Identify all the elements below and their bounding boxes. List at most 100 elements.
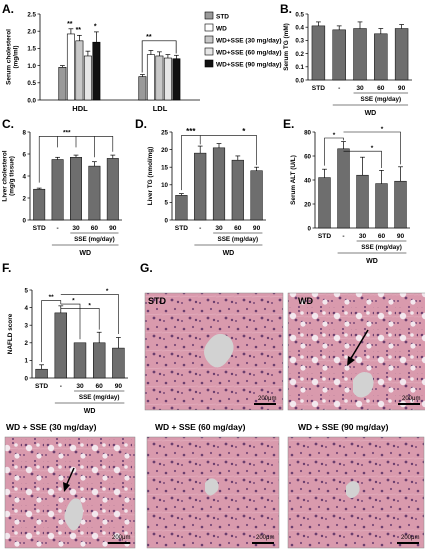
bar — [163, 57, 172, 101]
y-tick-label: 0.4 — [295, 25, 304, 32]
x-tick-label: - — [56, 225, 58, 232]
chart-d: 0 5 10 15 20 25 Liver TG (nmol/mg) STD - 30 60 90 SS… — [147, 127, 266, 257]
x-tick-label: 90 — [115, 383, 123, 390]
bar — [75, 40, 84, 101]
chart-f: 0 1 2 3 4 5 NAFLD score STD - 30 60 90 SSE (mg/day) W… — [7, 287, 128, 415]
y-tick-label: 0.3 — [295, 38, 304, 45]
charts-layer: 0.0 0.5 1.0 1.5 2.0 2.5 Serum cholesterol (mg/m… — [2, 11, 412, 415]
legend-swatch — [204, 59, 214, 68]
y-tick-label: 0.1 — [295, 64, 304, 71]
bar — [58, 67, 67, 101]
significance-mark: * — [72, 298, 75, 305]
x-tick-label: 60 — [234, 225, 242, 232]
y-tick-label: 0 — [25, 375, 29, 382]
micrograph-wd: WD 200μm — [287, 292, 425, 411]
micrograph-sse90: WD + SSE (90 mg/day) 200μm — [287, 422, 425, 549]
scale-label-sse30: 200μm — [112, 535, 130, 541]
significance-mark: * — [88, 302, 91, 309]
y-tick-label: 5 — [25, 287, 29, 294]
significance-bracket — [60, 294, 119, 334]
y-axis-label: Serum TG (mM) — [283, 23, 290, 71]
bar — [250, 170, 263, 221]
x-tick-label: 30 — [215, 225, 223, 232]
bar — [88, 165, 101, 221]
y-axis-label: (mg/g tissue) — [9, 156, 16, 196]
group-label: WD — [365, 110, 377, 117]
micrograph-std: STD 200μm — [144, 292, 284, 411]
chart-c: 0 2 4 6 8 Liver cholesterol (mg/g tissue) STD - 3… — [2, 129, 122, 257]
y-tick-label: 0.0 — [295, 77, 304, 84]
x-tick-label: STD — [175, 225, 188, 232]
panel-label-f: F. — [2, 261, 11, 275]
x-tick-label: 30 — [359, 233, 367, 240]
significance-bracket — [343, 150, 382, 168]
bar — [92, 342, 106, 379]
chart-e: 0 20 40 60 80 Serum ALT (U/L) STD - 30 60 90 SSE (m… — [290, 126, 410, 265]
x-tick-label: - — [338, 85, 340, 92]
y-axis-label: (mg/ml) — [13, 45, 20, 68]
significance-mark: * — [106, 288, 109, 295]
group-label: WD — [223, 250, 235, 257]
x-tick-label: 30 — [76, 383, 84, 390]
bar — [83, 55, 92, 101]
panel-label-e: E. — [283, 117, 294, 131]
bar — [112, 347, 125, 379]
y-tick-label: 15 — [161, 165, 168, 172]
micrograph-sse60: WD + SSE (60 mg/day) 200μm — [146, 422, 280, 549]
y-tick-label: 0.5 — [295, 11, 304, 18]
bar — [194, 152, 207, 221]
significance-bracket — [324, 137, 344, 166]
scale-label-sse60: 200μm — [256, 535, 274, 541]
central-vein-icon — [353, 372, 374, 398]
micrograph-title-std: STD — [148, 296, 167, 306]
y-axis-label: Serum cholesterol — [6, 29, 13, 85]
x-tick-label: LDL — [153, 104, 168, 113]
x-tick-label: - — [342, 233, 344, 240]
x-tick-label: 30 — [356, 85, 364, 92]
scale-label-wd: 200μm — [402, 396, 420, 402]
bar — [138, 76, 147, 101]
scale-label-sse90: 200μm — [401, 535, 419, 541]
x-tick-label: 90 — [398, 85, 406, 92]
bar — [231, 159, 244, 221]
bar — [353, 28, 367, 81]
bar — [66, 33, 75, 101]
central-vein-icon — [205, 478, 219, 496]
y-tick-label: 1.5 — [27, 46, 36, 53]
y-tick-label: 80 — [304, 129, 311, 136]
bar — [33, 188, 46, 221]
x-tick-label: HDL — [72, 104, 88, 113]
x-tick-label: 60 — [377, 85, 385, 92]
y-tick-label: 2.0 — [27, 29, 36, 36]
bar — [155, 55, 164, 101]
central-vein-icon — [204, 333, 234, 368]
x-tick-label: STD — [35, 383, 48, 390]
y-tick-label: 6 — [23, 151, 27, 158]
significance-bracket — [60, 303, 81, 340]
micrograph-title-wd: WD — [298, 296, 313, 306]
legend-swatch — [204, 35, 214, 44]
x-tick-label: STD — [318, 233, 331, 240]
significance-mark: *** — [63, 129, 71, 136]
x-axis-label: SSE (mg/day) — [361, 96, 402, 103]
x-tick-label: STD — [312, 85, 325, 92]
y-tick-label: 20 — [161, 147, 168, 154]
bar — [146, 54, 155, 101]
y-axis-label: Liver TG (nmol/mg) — [147, 147, 154, 206]
bar — [394, 180, 407, 229]
x-tick-label: 90 — [109, 225, 117, 232]
arrow-icon — [63, 482, 70, 492]
central-vein-icon — [64, 498, 83, 531]
group-label: WD — [84, 408, 96, 415]
bar — [73, 342, 87, 379]
bar — [374, 33, 388, 81]
bar — [92, 41, 101, 101]
significance-bracket — [60, 308, 100, 330]
x-axis-label: SSE (mg/day) — [74, 236, 115, 243]
bar — [175, 195, 188, 221]
bar — [337, 148, 350, 229]
panel-label-c: C. — [2, 117, 14, 131]
legend-swatch — [204, 23, 214, 32]
y-tick-label: 20 — [304, 201, 311, 208]
